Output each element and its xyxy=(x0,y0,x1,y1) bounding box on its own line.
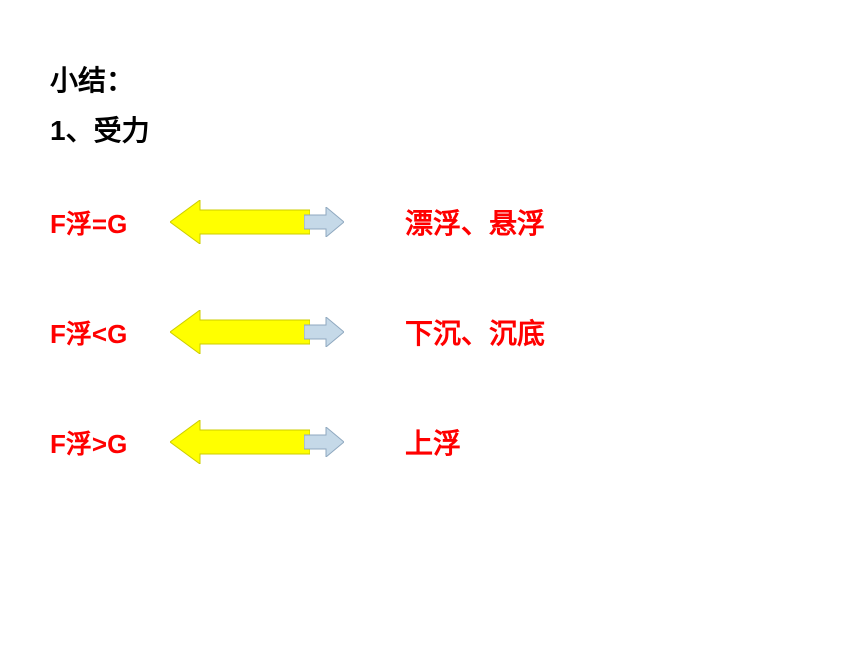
diagram-container: 小结： 1、受力 F浮=G 漂浮、悬浮 F浮<G 下沉、沉底 F浮>G xyxy=(0,0,860,582)
summary-heading: 小结： xyxy=(50,60,810,102)
arrow-group-2 xyxy=(170,310,370,354)
formula-3: F浮>G xyxy=(50,424,170,461)
row-3: F浮>G 上浮 xyxy=(50,412,810,472)
row-2: F浮<G 下沉、沉底 xyxy=(50,302,810,362)
arrow-group-1 xyxy=(170,200,370,244)
blue-right-arrow-icon xyxy=(304,317,344,347)
yellow-left-arrow-icon xyxy=(170,420,310,464)
yellow-left-arrow-icon xyxy=(170,310,310,354)
arrow-group-3 xyxy=(170,420,370,464)
result-1: 漂浮、悬浮 xyxy=(405,202,545,242)
result-2: 下沉、沉底 xyxy=(405,312,545,352)
section-heading: 1、受力 xyxy=(50,110,810,152)
yellow-left-arrow-icon xyxy=(170,200,310,244)
blue-right-arrow-icon xyxy=(304,207,344,237)
formula-1: F浮=G xyxy=(50,204,170,241)
result-3: 上浮 xyxy=(405,422,461,462)
row-1: F浮=G 漂浮、悬浮 xyxy=(50,192,810,252)
formula-2: F浮<G xyxy=(50,314,170,351)
blue-right-arrow-icon xyxy=(304,427,344,457)
